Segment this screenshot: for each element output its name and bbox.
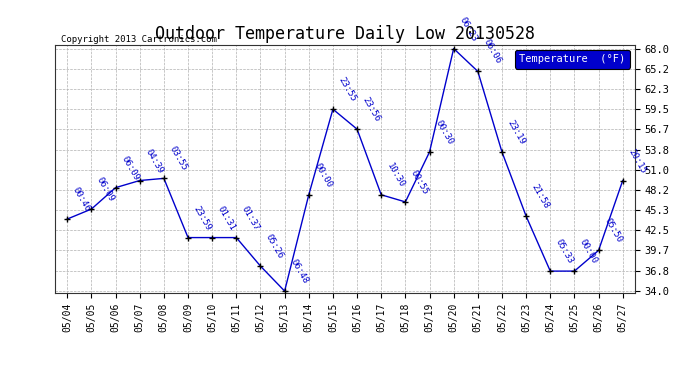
Text: Copyright 2013 Cartronics.com: Copyright 2013 Cartronics.com: [61, 35, 217, 44]
Text: 06:09: 06:09: [119, 154, 141, 182]
Text: 23:59: 23:59: [192, 204, 213, 232]
Text: 00:55: 00:55: [409, 168, 431, 196]
Text: 05:50: 05:50: [602, 217, 624, 245]
Text: 10:30: 10:30: [385, 161, 406, 189]
Text: 23:55: 23:55: [337, 76, 358, 104]
Text: 20:15: 20:15: [627, 147, 648, 175]
Text: 01:31: 01:31: [216, 204, 237, 232]
Title: Outdoor Temperature Daily Low 20130528: Outdoor Temperature Daily Low 20130528: [155, 26, 535, 44]
Text: 06:23: 06:23: [457, 15, 479, 43]
Text: 05:26: 05:26: [264, 232, 286, 260]
Text: 23:19: 23:19: [506, 118, 527, 146]
Text: 05:33: 05:33: [554, 238, 575, 266]
Text: 01:37: 01:37: [240, 204, 262, 232]
Text: 21:58: 21:58: [530, 183, 551, 210]
Text: 03:55: 03:55: [168, 145, 189, 172]
Text: 00:00: 00:00: [313, 161, 334, 189]
Text: 06:48: 06:48: [288, 258, 310, 285]
Text: 00:30: 00:30: [433, 118, 455, 146]
Legend: Temperature  (°F): Temperature (°F): [515, 50, 629, 69]
Text: 00:00: 00:00: [578, 238, 600, 266]
Text: 00:46: 00:46: [71, 186, 92, 213]
Text: 06:06: 06:06: [482, 38, 503, 66]
Text: 04:39: 04:39: [144, 147, 165, 175]
Text: 23:56: 23:56: [361, 96, 382, 123]
Text: 06:09: 06:09: [95, 176, 117, 203]
